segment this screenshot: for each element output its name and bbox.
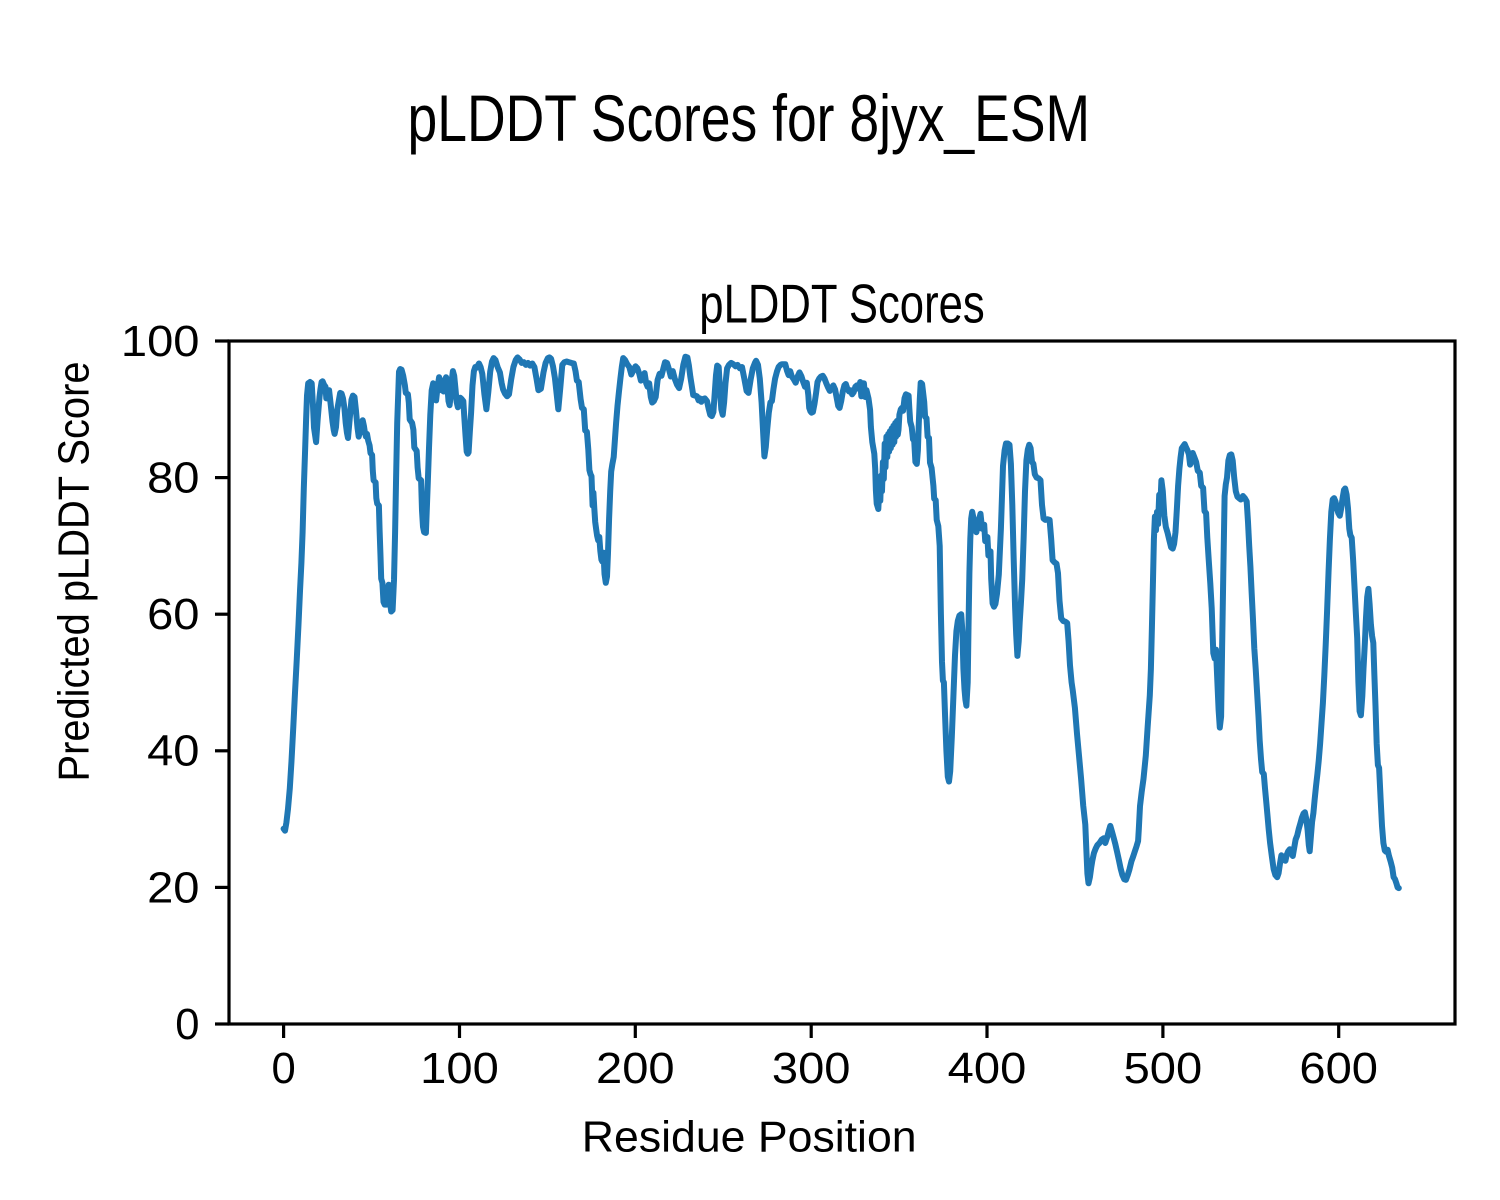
svg-text:100: 100 (420, 1045, 499, 1093)
svg-text:400: 400 (948, 1045, 1027, 1093)
svg-text:200: 200 (596, 1045, 675, 1093)
svg-text:40: 40 (147, 728, 199, 776)
svg-text:300: 300 (772, 1045, 851, 1093)
svg-text:0: 0 (271, 1045, 295, 1093)
svg-text:pLDDT Scores for 8jyx_ESM: pLDDT Scores for 8jyx_ESM (408, 82, 1091, 155)
svg-text:600: 600 (1299, 1045, 1378, 1093)
svg-text:500: 500 (1124, 1045, 1203, 1093)
svg-text:0: 0 (175, 1001, 199, 1049)
svg-text:100: 100 (121, 318, 200, 366)
svg-text:20: 20 (147, 864, 199, 912)
svg-text:pLDDT Scores: pLDDT Scores (699, 273, 984, 335)
svg-text:80: 80 (147, 455, 199, 503)
svg-text:Predicted pLDDT Score: Predicted pLDDT Score (51, 362, 99, 782)
svg-text:60: 60 (147, 591, 199, 639)
svg-text:Residue Position: Residue Position (582, 1114, 917, 1162)
